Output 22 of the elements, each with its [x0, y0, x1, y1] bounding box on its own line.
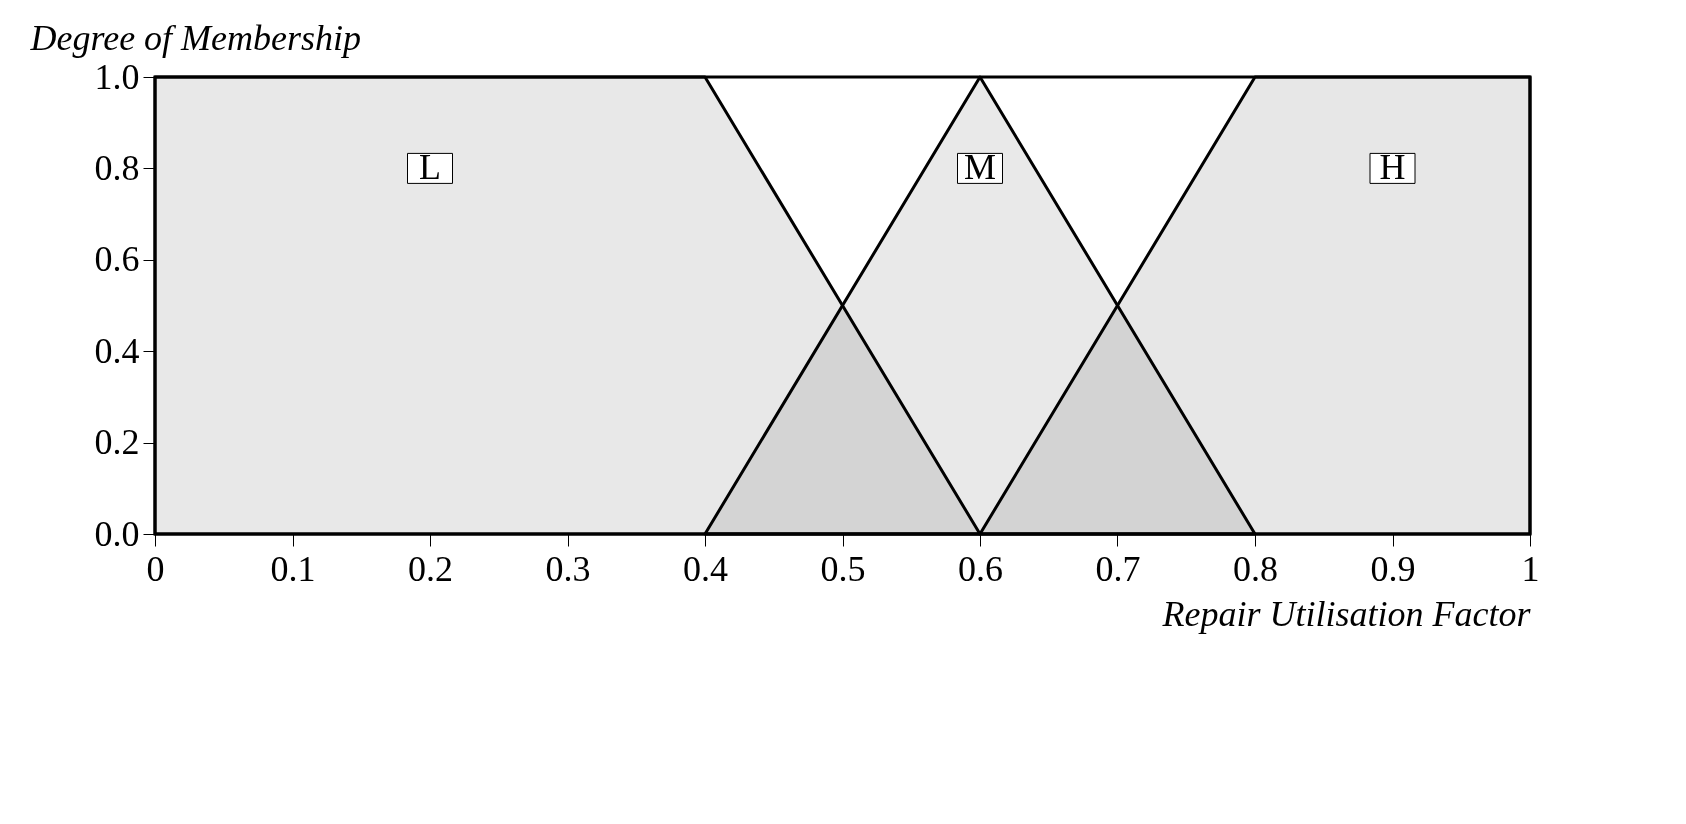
x-tick-label: 0.2	[408, 548, 453, 589]
x-tick-label: 0.4	[683, 548, 728, 589]
x-tick-label: 0.1	[270, 548, 316, 589]
x-tick-label: 0.8	[1233, 548, 1278, 589]
x-tick-label: 0.6	[958, 548, 1003, 589]
x-tick-label: 0	[146, 548, 165, 589]
y-axis-title: Degree of Membership	[29, 17, 362, 58]
x-tick-label: 0.3	[545, 548, 591, 589]
y-tick-label: 0.8	[94, 147, 140, 188]
x-tick-label: 0.7	[1095, 548, 1141, 589]
x-tick-label: 0.9	[1370, 548, 1416, 589]
y-tick-label: 0.6	[94, 239, 140, 280]
x-tick-label: 1	[1521, 548, 1540, 589]
y-tick-label: 1.0	[94, 56, 140, 97]
y-tick-label: 0.4	[94, 330, 140, 371]
series-label: L	[419, 147, 441, 188]
x-tick-label: 0.5	[820, 548, 866, 589]
y-tick-label: 0.2	[94, 422, 140, 463]
series-label: M	[963, 147, 997, 188]
x-axis-title: Repair Utilisation Factor	[1161, 593, 1532, 634]
series-label: H	[1379, 147, 1406, 188]
y-tick-label: 0.0	[94, 513, 140, 554]
